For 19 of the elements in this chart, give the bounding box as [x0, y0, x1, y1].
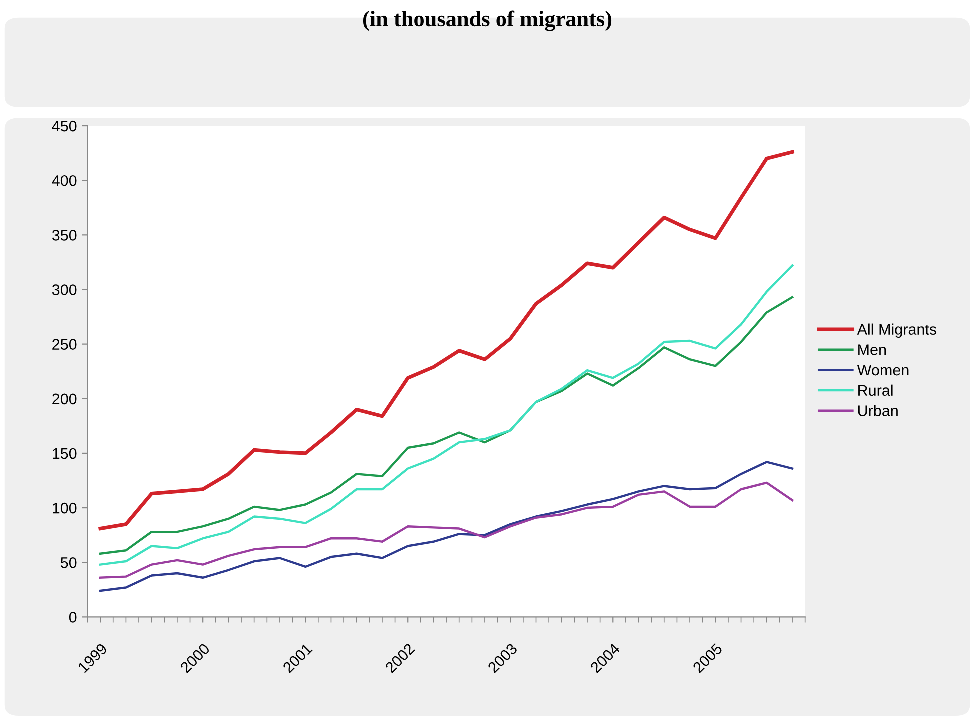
legend-label: Women [857, 365, 909, 376]
y-tick-label: 200 [52, 394, 77, 405]
legend-label: Men [858, 344, 886, 356]
y-tick-label: 400 [52, 175, 77, 186]
y-tick-label: 450 [52, 120, 77, 132]
line-series [98, 150, 794, 531]
y-tick-label: 50 [60, 557, 77, 568]
y-tick-label: 300 [52, 284, 77, 296]
line-series [99, 461, 794, 592]
line-series [99, 482, 794, 580]
chart-title: (in thousands of migrants) [363, 10, 612, 32]
legend-label: Rural [858, 384, 893, 396]
y-tick-label: 100 [53, 502, 77, 514]
y-tick-label: 350 [52, 230, 77, 241]
legend-label: Urban [858, 405, 898, 416]
y-tick-label: 250 [52, 339, 77, 350]
y-tick-label: 0 [69, 612, 77, 623]
y-tick-label: 150 [53, 448, 77, 460]
legend-label: All Migrants [857, 324, 937, 338]
